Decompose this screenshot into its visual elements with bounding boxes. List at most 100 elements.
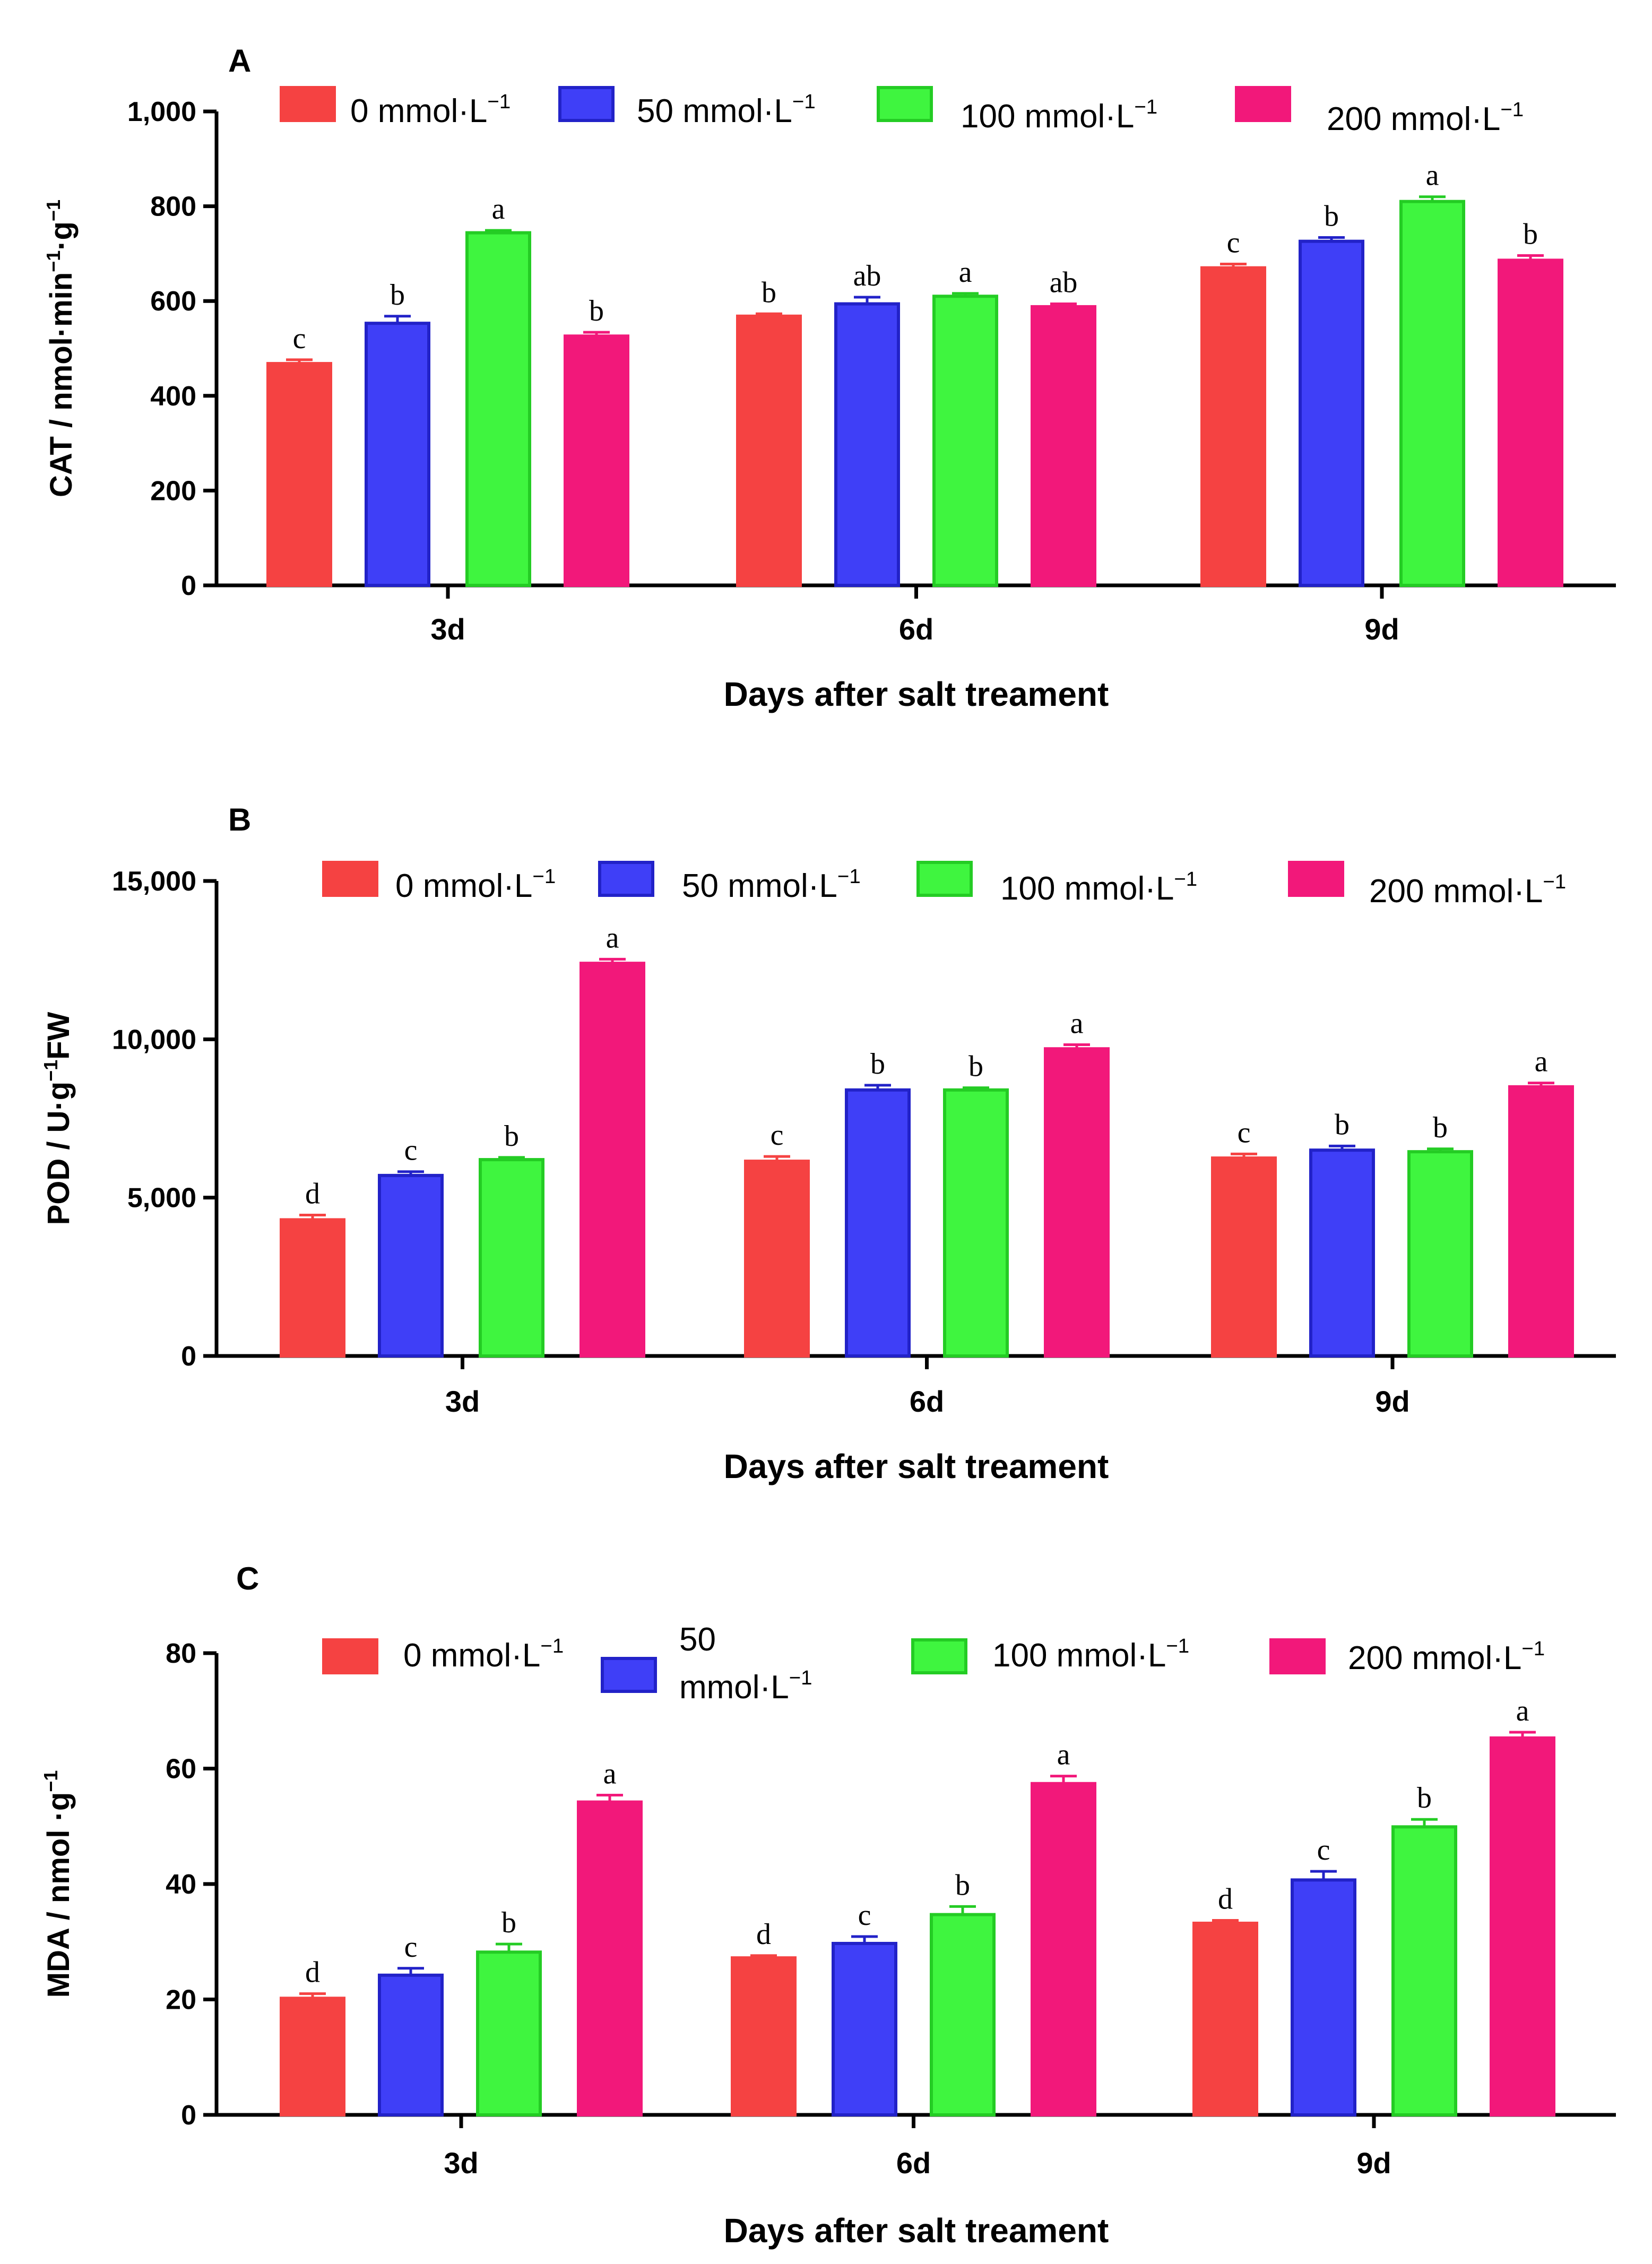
x-tick-label: 9d: [1375, 1385, 1409, 1418]
significance-letter: c: [1238, 1116, 1251, 1149]
bar: [1200, 266, 1266, 587]
legend-swatch: [916, 861, 973, 897]
y-tick-label: 0: [181, 571, 196, 601]
panel-letter: C: [236, 1561, 259, 1596]
significance-letter: b: [1523, 218, 1538, 250]
significance-letter: b: [1433, 1111, 1448, 1144]
significance-letter: ab: [1050, 266, 1078, 299]
legend-label: 100 mmol·L−1: [961, 96, 1157, 135]
significance-letter: b: [1417, 1782, 1432, 1814]
bar: [378, 1973, 444, 2116]
bar: [266, 362, 332, 587]
y-axis-label: MDA / nmol ·g−1: [40, 1770, 76, 1998]
legend-swatch: [322, 861, 378, 897]
significance-letter: c: [404, 1931, 418, 1964]
legend-label: 50 mmol·L−1: [682, 865, 861, 904]
significance-letter: c: [293, 322, 306, 355]
bar: [744, 1160, 810, 1358]
bar: [280, 1218, 345, 1358]
y-tick-label: 400: [150, 381, 196, 412]
significance-letter: ab: [853, 260, 881, 292]
bar: [577, 1800, 643, 2116]
significance-letter: b: [504, 1120, 519, 1153]
significance-letter: b: [870, 1048, 885, 1081]
legend-label: 200 mmol·L−1: [1348, 1637, 1545, 1677]
chart-panel-C: C 0 20 40 60 80 MDA / nmol ·g−1 3d 6d 9d Days afte…: [40, 1561, 1616, 2250]
bar: [834, 302, 900, 587]
significance-letter: a: [1426, 159, 1439, 192]
y-tick-label: 0: [181, 1341, 196, 1372]
legend-label: 0 mmol·L−1: [350, 90, 511, 129]
bar: [580, 962, 645, 1358]
significance-letter: c: [404, 1134, 418, 1167]
bar: [1031, 305, 1096, 587]
significance-letter: b: [762, 276, 776, 309]
bar: [1291, 1878, 1356, 2116]
significance-letter: b: [1335, 1108, 1350, 1141]
legend-swatch: [1288, 861, 1344, 897]
chart-panel-A: A 0 200 400 600 800 1,000 CAT / nmol·min−1·g−1 3…: [42, 43, 1616, 713]
x-tick-label: 3d: [444, 2146, 478, 2180]
x-tick-label: 6d: [899, 612, 933, 646]
significance-letter: a: [1535, 1045, 1548, 1078]
bar: [1044, 1047, 1110, 1358]
legend-label: 0 mmol·L−1: [403, 1635, 564, 1674]
x-tick-label: 6d: [910, 1385, 944, 1418]
bar: [731, 1956, 797, 2116]
bar: [1031, 1782, 1096, 2116]
legend-label: mmol·L−1: [679, 1666, 812, 1706]
bar: [476, 1950, 542, 2116]
bar: [1192, 1921, 1258, 2116]
legend-swatch: [1235, 86, 1291, 122]
significance-letter: d: [1218, 1883, 1233, 1916]
significance-letter: a: [603, 1758, 617, 1791]
significance-letter: c: [1317, 1834, 1330, 1866]
y-tick-label: 60: [166, 1754, 196, 1785]
legend-swatch: [280, 86, 336, 122]
x-axis-label: Days after salt treament: [724, 1447, 1109, 1485]
significance-letter: a: [492, 193, 505, 226]
x-tick-label: 3d: [430, 612, 465, 646]
y-tick-label: 600: [150, 286, 196, 317]
x-axis-label: Days after salt treament: [724, 675, 1109, 713]
significance-letter: d: [305, 1177, 320, 1210]
bar: [943, 1088, 1009, 1358]
bar: [1299, 239, 1364, 587]
bar: [845, 1088, 911, 1358]
legend-label: 100 mmol·L−1: [1000, 868, 1197, 907]
bar: [1391, 1825, 1457, 2116]
y-tick-label: 200: [150, 476, 196, 506]
legend-label: 100 mmol·L−1: [992, 1635, 1189, 1674]
bar: [736, 314, 802, 587]
bar: [479, 1158, 544, 1358]
x-tick-label: 9d: [1364, 612, 1399, 646]
legend-swatch: [598, 861, 654, 897]
bar: [1508, 1085, 1574, 1358]
significance-letter: d: [756, 1918, 771, 1951]
y-tick-label: 80: [166, 1638, 196, 1669]
panel-letter: A: [228, 43, 251, 79]
bar: [378, 1173, 444, 1358]
bar: [932, 295, 998, 587]
bar: [1490, 1736, 1555, 2117]
significance-letter: b: [390, 279, 405, 312]
significance-letter: c: [771, 1119, 784, 1152]
y-tick-label: 800: [150, 192, 196, 222]
legend-label: 50 mmol·L−1: [637, 90, 816, 129]
significance-letter: c: [1227, 227, 1240, 260]
x-tick-label: 9d: [1356, 2146, 1391, 2180]
y-axis-label: CAT / nmol·min−1·g−1: [42, 200, 79, 497]
bar: [832, 1942, 897, 2116]
legend-swatch: [1269, 1638, 1326, 1674]
bar: [564, 334, 629, 587]
x-axis-label: Days after salt treament: [724, 2211, 1109, 2250]
bar: [365, 322, 430, 587]
y-axis-label: POD / U·g−1FW: [40, 1012, 76, 1225]
legend-swatch: [877, 86, 933, 122]
significance-letter: a: [1057, 1739, 1070, 1772]
bar: [1498, 258, 1563, 587]
bar: [1309, 1148, 1375, 1358]
bar: [1407, 1150, 1473, 1358]
significance-letter: d: [305, 1956, 320, 1989]
